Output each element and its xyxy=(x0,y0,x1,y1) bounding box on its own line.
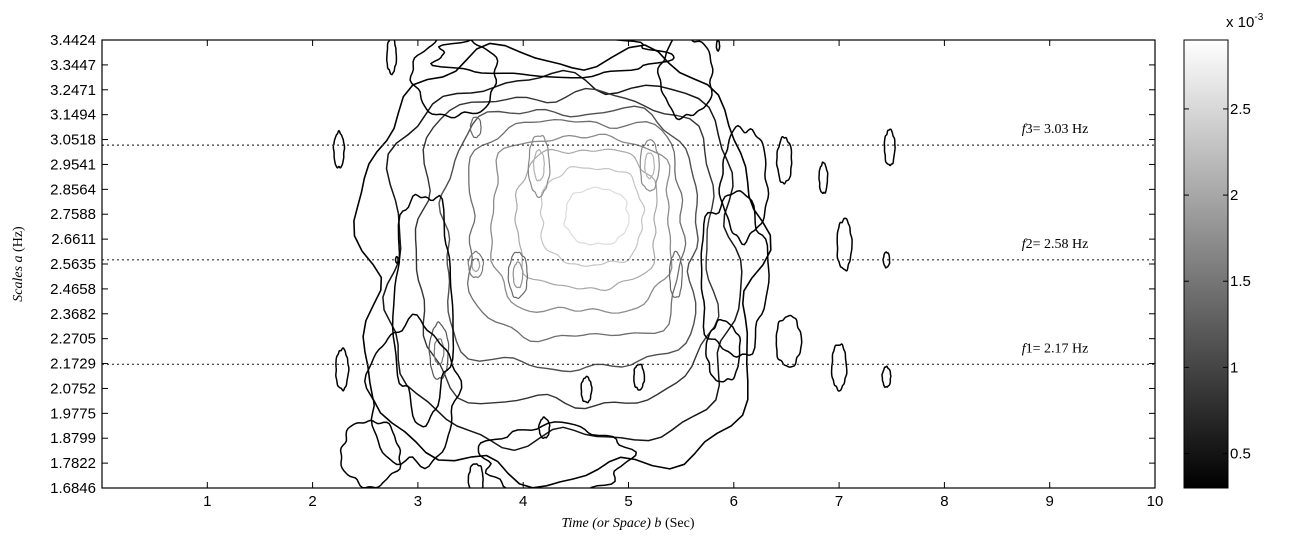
y-tick-label: 2.7588 xyxy=(50,206,96,223)
contour-line xyxy=(836,217,853,272)
colorbar-tick-label: 1 xyxy=(1230,359,1238,376)
x-tick-label: 10 xyxy=(1147,493,1164,510)
contour-line xyxy=(433,338,445,366)
contour-line xyxy=(633,363,646,391)
contour-line xyxy=(385,40,398,76)
contour-line xyxy=(883,128,896,167)
contour-line xyxy=(644,152,655,180)
y-tick-label: 2.1729 xyxy=(50,356,96,373)
contour-line xyxy=(718,124,770,246)
reference-line-label: f3= 3.03 Hz xyxy=(1022,122,1089,137)
colorbar-tick-label: 0.5 xyxy=(1230,446,1251,463)
colorbar-ticks: 0.5 1 1.5 2 2.5 xyxy=(1184,101,1251,463)
contour-line xyxy=(467,250,485,279)
contour-line xyxy=(335,347,350,392)
contour-line xyxy=(428,321,450,380)
x-tick-label: 6 xyxy=(730,493,738,510)
contour-line xyxy=(656,40,714,121)
y-tick-label: 2.9541 xyxy=(50,156,96,173)
y-tick-label: 2.5635 xyxy=(50,256,96,273)
y-tick-label: 2.2705 xyxy=(50,331,96,348)
contour-line xyxy=(715,40,721,52)
contour-line xyxy=(409,40,499,119)
y-tick-label: 2.8564 xyxy=(50,181,96,198)
contour-line xyxy=(580,375,593,404)
y-tick-label: 2.0752 xyxy=(50,380,96,397)
colorbar: 0.5 1 1.5 2 2.5 x 10-3 xyxy=(1183,12,1264,489)
contour-line xyxy=(700,190,770,358)
colorbar-tick-label: 2.5 xyxy=(1230,101,1251,118)
contour-line xyxy=(512,261,524,289)
contour-line xyxy=(639,139,660,192)
colorbar-tick-label: 1.5 xyxy=(1230,273,1251,290)
colorbar-tick-label: 2 xyxy=(1230,187,1238,204)
y-tick-label: 1.7822 xyxy=(50,455,96,472)
contour-line xyxy=(563,186,630,246)
contour-line xyxy=(430,40,675,79)
contour-line xyxy=(532,148,545,182)
x-tick-label: 1 xyxy=(203,493,211,510)
x-axis-ticks: 1 2 3 4 5 6 7 8 9 10 xyxy=(203,40,1163,510)
y-tick-label: 1.8799 xyxy=(50,430,96,447)
y-tick-label: 2.6611 xyxy=(51,231,96,248)
contour-line xyxy=(514,148,658,292)
contour-lines xyxy=(332,40,896,488)
x-tick-label: 4 xyxy=(519,493,527,510)
colorbar-exponent-label: x 10-3 xyxy=(1226,12,1264,31)
contour-line xyxy=(438,105,699,373)
x-axis-title: Time (or Space) b (Sec) xyxy=(562,516,695,531)
contour-line xyxy=(490,133,673,314)
contour-line xyxy=(881,365,892,389)
contour-line xyxy=(471,258,481,273)
contour-line xyxy=(466,118,687,343)
contour-line xyxy=(467,463,484,488)
x-tick-label: 8 xyxy=(940,493,948,510)
contour-line xyxy=(668,250,683,298)
colorbar-gradient xyxy=(1183,39,1229,489)
reference-lines: f3= 3.03 Hz f2= 2.58 Hz f1= 2.17 Hz xyxy=(102,122,1155,365)
x-tick-label: 5 xyxy=(624,493,632,510)
y-tick-label: 2.4658 xyxy=(50,281,96,298)
contour-line xyxy=(818,161,829,195)
contour-line xyxy=(775,135,793,185)
x-tick-label: 3 xyxy=(414,493,422,510)
contour-line xyxy=(339,419,402,488)
contour-line xyxy=(469,116,482,139)
x-tick-label: 2 xyxy=(308,493,316,510)
contour-line xyxy=(830,343,848,392)
contour-line xyxy=(353,42,772,488)
y-tick-label: 2.3682 xyxy=(50,306,96,323)
reference-line-label: f2= 2.58 Hz xyxy=(1022,237,1089,252)
contour-line xyxy=(775,314,803,368)
contour-line xyxy=(332,129,346,169)
y-tick-label: 3.2471 xyxy=(50,82,96,99)
contour-line xyxy=(527,134,551,198)
x-tick-label: 9 xyxy=(1046,493,1054,510)
y-tick-label: 1.9775 xyxy=(50,405,96,422)
contour-line xyxy=(364,313,463,470)
contour-line xyxy=(507,251,528,299)
contour-line xyxy=(539,166,646,267)
contour-line xyxy=(477,421,637,488)
contour-line xyxy=(414,87,720,410)
contour-line xyxy=(394,255,399,264)
y-axis-title: Scales a (Hz) xyxy=(11,226,26,302)
y-tick-label: 3.0518 xyxy=(50,132,96,149)
reference-line-label: f1= 2.17 Hz xyxy=(1022,341,1089,356)
contour-line xyxy=(705,318,742,383)
x-tick-label: 7 xyxy=(835,493,843,510)
y-tick-label: 3.1494 xyxy=(50,107,96,124)
contour-line xyxy=(391,193,455,428)
y-tick-label: 1.6846 xyxy=(50,480,96,497)
y-axis-ticks: 1.6846 1.7822 1.8799 1.9775 2.0752 2.1729 2.27… xyxy=(50,32,1155,497)
y-tick-label: 3.4424 xyxy=(50,32,96,49)
y-tick-label: 3.3447 xyxy=(50,57,96,74)
